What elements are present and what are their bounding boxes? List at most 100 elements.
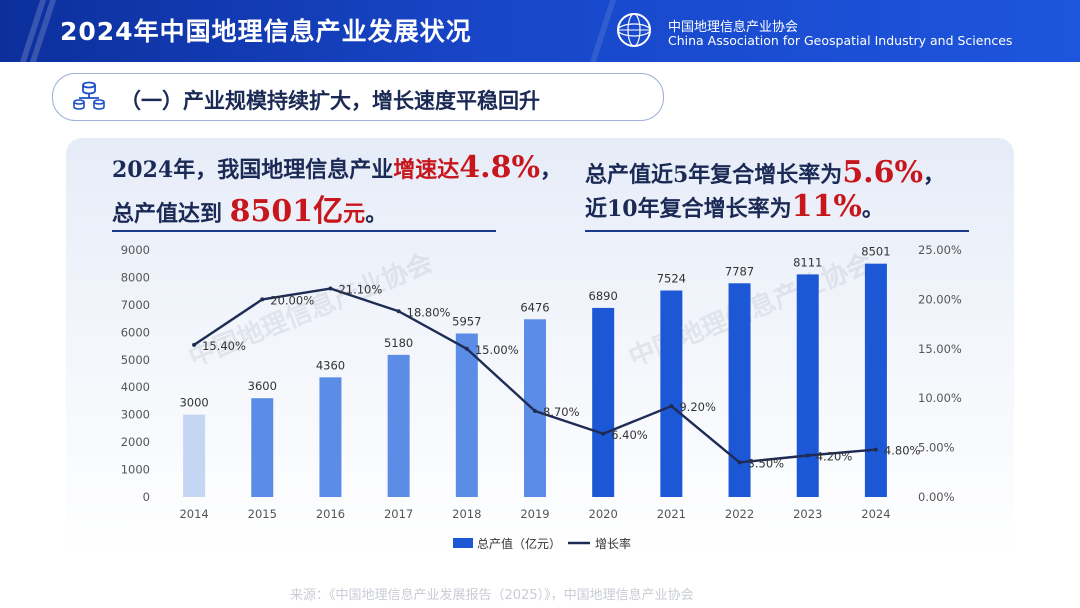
headline-right-underline xyxy=(585,230,969,232)
line-value-labels: 15.40% 20.00% 21.10% 18.80% 15.00% 8.70% 6.40%… xyxy=(202,283,920,471)
growth-rate-label: 8.70% xyxy=(543,405,580,419)
headline-text: ， xyxy=(923,162,946,188)
bar-2014 xyxy=(183,414,206,497)
bar-2017 xyxy=(387,354,410,497)
growth-rate-label: 20.00% xyxy=(270,293,314,307)
bar-2019 xyxy=(524,319,546,497)
headline-text: ， xyxy=(539,157,562,183)
bar-value-label: 6476 xyxy=(520,300,549,314)
y-left-tick-label: 8000 xyxy=(121,270,150,284)
headline-text: 总产值近5年复合增长率为 xyxy=(585,162,843,188)
y-left-tick-label: 9000 xyxy=(121,243,150,257)
legend-bar-label: 总产值（亿元） xyxy=(477,536,561,551)
bar-2018 xyxy=(455,333,478,497)
x-tick-label: 2016 xyxy=(316,507,345,521)
growth-rate-label: 9.20% xyxy=(679,400,716,414)
bar-value-label: 4360 xyxy=(316,358,345,372)
bar-value-label: 5180 xyxy=(384,336,413,350)
headline-left-line1: 2024年，我国地理信息产业增速达4.8%， xyxy=(112,150,562,185)
growth-rate-point xyxy=(328,286,333,291)
growth-rate-point xyxy=(260,297,265,302)
growth-rate-label: 15.00% xyxy=(475,343,519,357)
growth-rate-point xyxy=(669,404,674,409)
section-title: （一）产业规模持续扩大，增长速度平稳回升 xyxy=(120,89,540,113)
headline-right-line2: 近10年复合增长率为11%。 xyxy=(585,189,884,224)
growth-rate-label: 21.10% xyxy=(338,283,382,297)
x-axis: 2014 2015 2016 2017 2018 2019 2020 2021 2022 2023… xyxy=(179,507,890,521)
headline-left-line2: 总产值达到 8501亿元。 xyxy=(112,186,387,230)
growth-rate-point xyxy=(533,409,537,414)
y-right-tick-label: 0.00% xyxy=(918,490,955,504)
y-left-tick-label: 3000 xyxy=(121,408,150,422)
headline-left-underline xyxy=(112,230,496,232)
growth-rate-label: 4.80% xyxy=(884,444,921,458)
x-tick-label: 2018 xyxy=(452,507,481,521)
growth-rate-label: 3.50% xyxy=(748,456,785,470)
database-network-icon xyxy=(73,81,105,110)
headline-cagr5-value: 5.6% xyxy=(842,155,924,190)
headline-unit: 元 xyxy=(343,201,366,227)
y-left-tick-label: 5000 xyxy=(121,353,150,367)
headline-text: 近10年复合增长率为 xyxy=(585,196,792,222)
legend-line-label: 增长率 xyxy=(595,536,631,551)
bar-2024 xyxy=(864,263,887,497)
x-tick-label: 2017 xyxy=(384,507,413,521)
bar-2022 xyxy=(728,283,751,497)
chart-legend: 总产值（亿元） 增长率 xyxy=(453,536,631,551)
headline-text: 。 xyxy=(365,201,388,227)
bar-value-label: 3600 xyxy=(248,379,277,393)
header-bar: 2024年中国地理信息产业发展状况 中国地理信息产业协会 China Assoc… xyxy=(0,0,1080,62)
growth-rate-label: 18.80% xyxy=(407,305,451,319)
bar-2015 xyxy=(251,398,274,497)
y-right-tick-label: 25.00% xyxy=(918,243,962,257)
x-tick-label: 2019 xyxy=(520,507,549,521)
y-left-axis: 0 1000 2000 3000 4000 5000 6000 7000 8000 9000 xyxy=(121,243,150,504)
y-right-tick-label: 20.00% xyxy=(918,292,962,306)
growth-rate-label: 6.40% xyxy=(611,428,648,442)
y-right-tick-label: 15.00% xyxy=(918,342,962,356)
x-tick-label: 2021 xyxy=(657,507,686,521)
growth-rate-point xyxy=(737,460,742,465)
headline-text: 2024年，我国地理信息产业 xyxy=(112,157,394,183)
y-right-tick-label: 10.00% xyxy=(918,391,962,405)
growth-rate-point xyxy=(601,431,606,436)
x-tick-label: 2023 xyxy=(793,507,822,521)
y-right-axis: 0.00% 5.00% 10.00% 15.00% 20.00% 25.00% xyxy=(918,243,962,504)
headline-text: 总产值达到 xyxy=(112,201,230,227)
bar-2020 xyxy=(592,307,615,497)
headline-output-value: 8501亿 xyxy=(229,194,344,229)
org-name-cn: 中国地理信息产业协会 xyxy=(668,20,799,35)
growth-rate-point xyxy=(873,447,878,452)
bar-2023 xyxy=(796,274,819,497)
headline-cagr10-value: 11% xyxy=(791,189,862,224)
bar-series xyxy=(183,263,887,497)
headline-highlight: 增速达 xyxy=(393,157,460,183)
bar-2016 xyxy=(319,377,342,497)
bar-value-label: 8501 xyxy=(861,245,890,259)
section-pill xyxy=(52,73,664,121)
x-tick-label: 2022 xyxy=(725,507,754,521)
x-tick-label: 2014 xyxy=(179,507,208,521)
bar-2021 xyxy=(660,290,683,497)
legend-bar-swatch xyxy=(453,538,473,548)
headline-right-line1: 总产值近5年复合增长率为5.6%， xyxy=(585,155,945,190)
y-left-tick-label: 4000 xyxy=(121,380,150,394)
growth-rate-label: 15.40% xyxy=(202,339,246,353)
bar-value-label: 3000 xyxy=(179,396,208,410)
growth-rate-point xyxy=(464,346,469,351)
bar-value-label: 7787 xyxy=(725,264,754,278)
association-logo-icon xyxy=(617,13,651,47)
x-tick-label: 2015 xyxy=(248,507,277,521)
growth-rate-label: 4.20% xyxy=(816,450,853,464)
bar-value-labels: 3000 3600 4360 5180 5957 6476 6890 7524 7787 8111… xyxy=(179,245,890,410)
y-left-tick-label: 0 xyxy=(143,490,150,504)
bar-value-label: 8111 xyxy=(793,255,822,269)
growth-rate-point xyxy=(805,453,810,458)
bar-value-label: 7524 xyxy=(657,272,686,286)
x-tick-label: 2024 xyxy=(861,507,890,521)
y-left-tick-label: 2000 xyxy=(121,435,150,449)
growth-rate-point xyxy=(192,342,197,347)
bar-value-label: 6890 xyxy=(589,289,618,303)
line-series xyxy=(192,286,878,465)
bar-value-label: 5957 xyxy=(452,315,481,329)
